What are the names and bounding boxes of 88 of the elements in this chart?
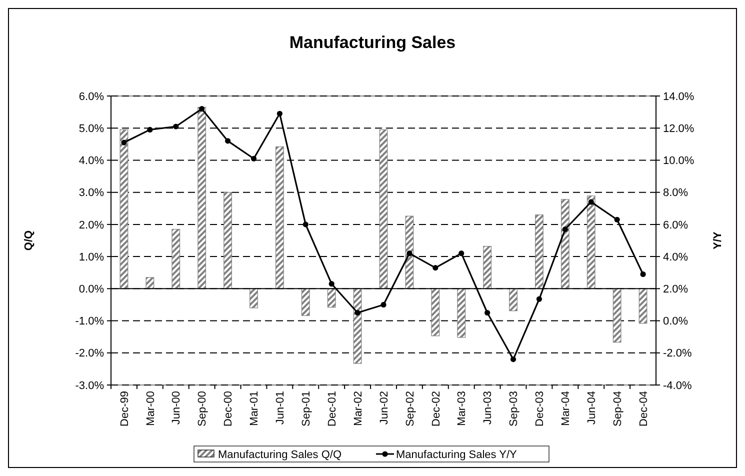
point <box>147 126 153 133</box>
point <box>536 296 542 302</box>
y2-tick-label: 0.0% <box>663 316 688 328</box>
bar <box>353 288 362 364</box>
bar <box>120 129 128 289</box>
y-tick-label: 6.0% <box>78 90 104 103</box>
x-tick-label: Sep-02 <box>404 391 416 426</box>
x-tick-label: Sep-01 <box>300 391 312 426</box>
chart-title: Manufacturing Sales <box>289 33 456 52</box>
legend-label: Manufacturing Sales Y/Y <box>396 448 518 461</box>
x-tick-label: Jun-01 <box>274 391 287 425</box>
y-tick-label: -3.0% <box>75 380 104 392</box>
x-tick-label: Dec-03 <box>534 391 546 426</box>
bar <box>198 106 206 289</box>
bar <box>612 288 622 343</box>
point <box>588 199 594 205</box>
bar <box>509 288 518 312</box>
x-tick-label: Mar-02 <box>352 391 364 426</box>
y2-tick-label: 12.0% <box>663 122 694 135</box>
point <box>406 250 412 256</box>
point <box>224 138 231 144</box>
x-tick-label: Sep-03 <box>508 391 520 426</box>
y-tick-label: -2.0% <box>75 348 104 360</box>
x-tick-label: Jun-00 <box>170 391 183 425</box>
point <box>121 140 127 146</box>
point <box>199 106 205 112</box>
point <box>380 302 386 308</box>
point <box>173 124 179 130</box>
x-tick-label: Dec-01 <box>326 391 338 426</box>
x-tick-label: Jun-03 <box>482 391 494 425</box>
bar <box>250 288 258 308</box>
bar <box>457 288 466 338</box>
y2-axis-title: Y/Y <box>712 230 724 250</box>
y-axis-title: Q/Q <box>23 230 35 251</box>
point <box>614 216 620 222</box>
y-tick-label: -1.0% <box>75 316 104 328</box>
bar <box>560 199 570 289</box>
point <box>510 356 516 362</box>
bar <box>172 228 180 289</box>
x-tick-label: Mar-03 <box>456 391 468 426</box>
x-tick-label: Jun-04 <box>586 391 598 425</box>
y-tick-label: 1.0% <box>78 251 104 264</box>
y2-tick-label: -4.0% <box>663 380 692 392</box>
x-tick-label: Mar-01 <box>248 391 261 426</box>
x-tick-label: Dec-99 <box>118 391 131 426</box>
point <box>250 156 257 162</box>
y2-tick-label: 2.0% <box>663 284 688 296</box>
y-tick-label: 2.0% <box>78 219 104 232</box>
point <box>484 310 490 316</box>
point <box>276 110 282 116</box>
x-tick-label: Sep-04 <box>612 391 624 426</box>
bar <box>224 192 232 289</box>
y2-tick-label: 6.0% <box>663 219 688 232</box>
x-tick-label: Sep-00 <box>196 391 209 426</box>
y-tick-label: 0.0% <box>78 284 104 296</box>
point <box>328 281 334 287</box>
bar <box>405 216 414 289</box>
x-tick-label: Jun-02 <box>378 391 390 425</box>
bar <box>301 288 310 316</box>
y2-tick-label: 10.0% <box>663 155 694 168</box>
legend-label: Manufacturing Sales Q/Q <box>218 448 342 461</box>
point <box>640 271 646 278</box>
y2-tick-label: 4.0% <box>663 251 688 264</box>
point <box>562 226 568 232</box>
x-tick-label: Mar-04 <box>560 391 572 426</box>
bar <box>379 129 388 289</box>
bar <box>146 277 154 289</box>
point <box>432 264 438 271</box>
y2-tick-label: 8.0% <box>663 187 688 200</box>
bar <box>431 288 440 336</box>
y2-tick-label: -2.0% <box>663 348 692 360</box>
point <box>458 250 464 256</box>
y2-tick-label: 14.0% <box>663 90 694 103</box>
point <box>302 222 308 228</box>
bar <box>586 196 596 289</box>
bar <box>276 146 284 289</box>
x-tick-label: Mar-00 <box>144 391 157 426</box>
x-tick-label: Dec-04 <box>638 391 650 426</box>
bar <box>327 288 336 308</box>
y-tick-label: 4.0% <box>78 155 104 168</box>
x-tick-label: Dec-02 <box>430 391 442 426</box>
x-tick-label: Dec-00 <box>222 391 235 426</box>
bar <box>535 214 544 289</box>
point <box>354 310 360 316</box>
bar <box>638 288 648 324</box>
bar <box>483 246 492 289</box>
y-tick-label: 5.0% <box>78 122 104 135</box>
y-tick-label: 3.0% <box>78 187 104 200</box>
